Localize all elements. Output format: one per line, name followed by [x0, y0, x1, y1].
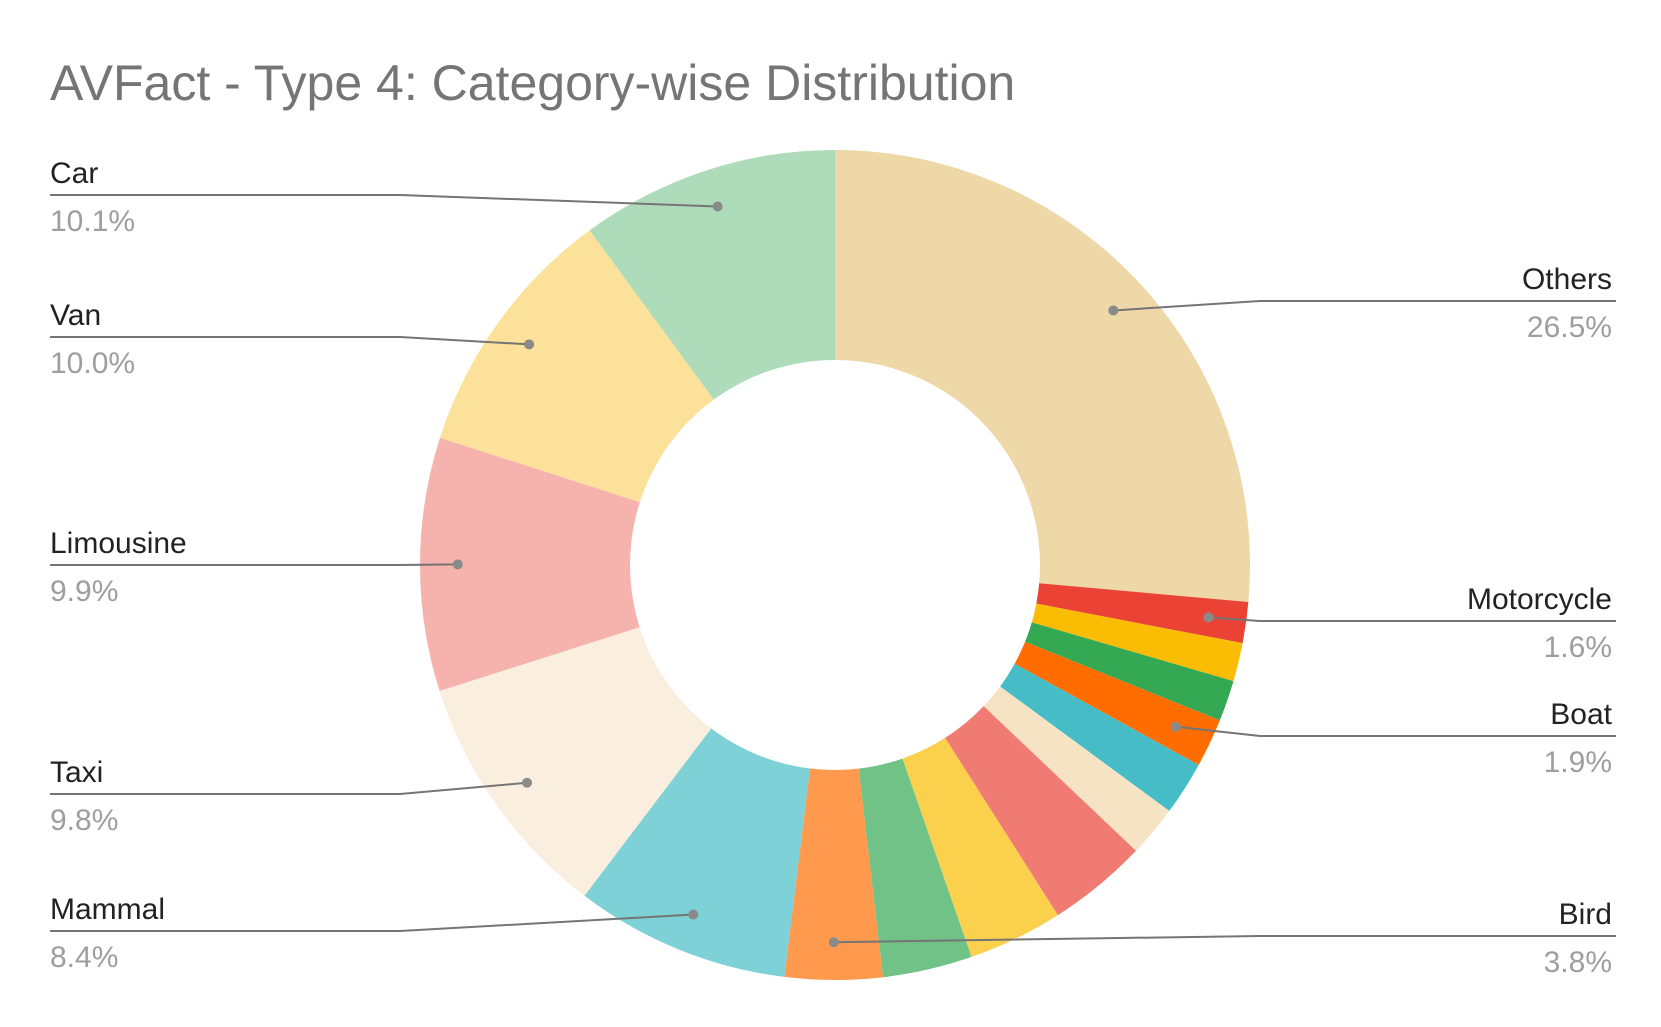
- leader-line-bird: [833, 935, 1616, 944]
- value-label-taxi: 9.8%: [50, 804, 118, 837]
- slice-van: [439, 230, 714, 503]
- slice-mammal: [584, 728, 811, 977]
- label-bird: Bird: [1559, 898, 1612, 931]
- label-boat: Boat: [1550, 698, 1612, 731]
- slice-unlabeled-6: [983, 686, 1170, 851]
- leader-line-motorcycle: [1208, 616, 1616, 622]
- value-label-motorcycle: 1.6%: [1544, 631, 1612, 664]
- value-label-car: 10.1%: [50, 205, 135, 238]
- leader-line-others: [1113, 300, 1616, 312]
- leader-line-limousine: [50, 563, 458, 566]
- label-car: Car: [50, 157, 98, 190]
- leader-dot-taxi: [522, 777, 533, 788]
- leader-line-boat: [1175, 725, 1616, 737]
- slice-taxi: [439, 627, 712, 896]
- value-label-others: 26.5%: [1527, 311, 1612, 344]
- leader-line-van: [50, 336, 530, 346]
- value-label-van: 10.0%: [50, 347, 135, 380]
- slice-unlabeled-9: [858, 758, 972, 978]
- chart-title: AVFact - Type 4: Category-wise Distribut…: [50, 55, 1015, 111]
- label-limousine: Limousine: [50, 527, 187, 560]
- leader-dot-others: [1108, 305, 1119, 316]
- slice-unlabeled-2: [1031, 603, 1243, 682]
- leader-line-mammal: [50, 913, 694, 932]
- leader-dot-bird: [828, 937, 839, 948]
- slices-group: [420, 150, 1250, 981]
- leader-dot-van: [524, 339, 535, 350]
- slice-car: [589, 150, 835, 400]
- leader-dot-car: [712, 201, 723, 212]
- slice-unlabeled-8: [902, 737, 1058, 957]
- leader-line-car: [50, 194, 718, 208]
- leader-dot-boat: [1170, 721, 1181, 732]
- slice-unlabeled-7: [945, 706, 1136, 916]
- leader-line-taxi: [50, 781, 528, 795]
- slice-limousine: [420, 437, 640, 692]
- value-label-mammal: 8.4%: [50, 941, 118, 974]
- value-label-boat: 1.9%: [1544, 746, 1612, 779]
- slice-motorcycle: [1036, 583, 1249, 644]
- slice-boat: [1014, 641, 1220, 765]
- slice-others: [835, 150, 1250, 602]
- label-motorcycle: Motorcycle: [1467, 583, 1612, 616]
- leader-dot-mammal: [688, 909, 699, 920]
- slice-unlabeled-5: [1000, 663, 1199, 811]
- label-others: Others: [1522, 263, 1612, 296]
- labels-group: Others 26.5% Motorcycle 1.6% Boat 1.9% Bird 3.8…: [50, 157, 1613, 979]
- slice-unlabeled-3: [1025, 622, 1234, 721]
- slice-bird: [784, 768, 883, 981]
- label-van: Van: [50, 299, 101, 332]
- label-mammal: Mammal: [50, 893, 165, 926]
- value-label-limousine: 9.9%: [50, 575, 118, 608]
- leader-lines-group: [50, 194, 1616, 948]
- leader-dot-motorcycle: [1203, 612, 1214, 623]
- leader-dot-limousine: [452, 559, 463, 570]
- value-label-bird: 3.8%: [1544, 946, 1612, 979]
- label-taxi: Taxi: [50, 756, 103, 789]
